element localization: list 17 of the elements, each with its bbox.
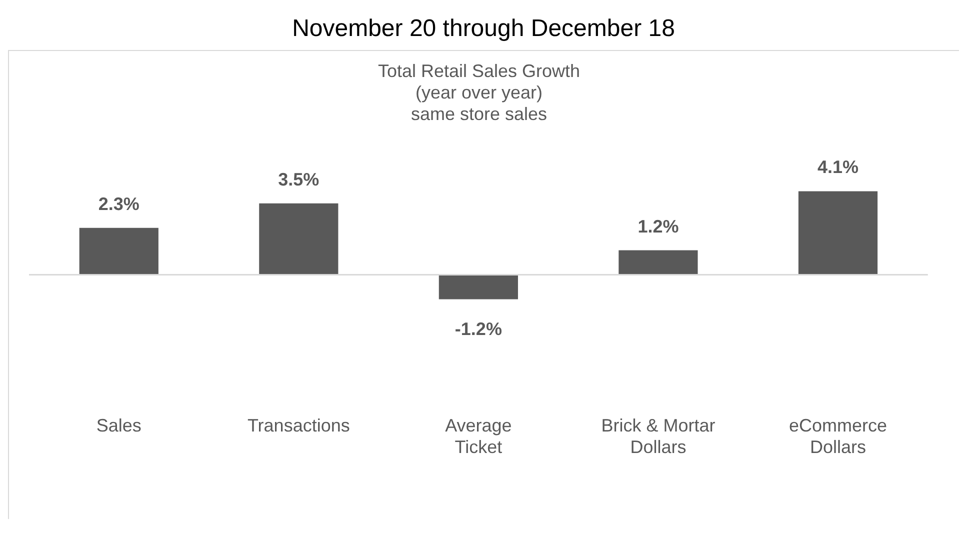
x-tick-label: Transactions <box>247 416 350 436</box>
data-label: 4.1% <box>817 157 859 178</box>
x-tick-label: eCommerce Dollars <box>788 416 888 458</box>
chart-subtitle: Total Retail Sales Growth (year over year) same store sales <box>378 60 580 124</box>
data-label: -1.2% <box>454 319 502 340</box>
chart-title: November 20 through December 18 <box>291 14 676 44</box>
data-label: 2.3% <box>98 194 140 214</box>
bar <box>438 275 518 300</box>
x-tick-label: Brick & Mortar Dollars <box>601 416 716 458</box>
x-tick-label: Average Ticket <box>445 416 512 458</box>
bar <box>618 250 698 274</box>
bar <box>79 228 158 274</box>
data-label: 3.5% <box>278 169 320 190</box>
data-label: 1.2% <box>638 216 679 236</box>
bar <box>798 191 878 274</box>
bar <box>259 203 338 274</box>
x-tick-label: Sales <box>96 416 142 436</box>
